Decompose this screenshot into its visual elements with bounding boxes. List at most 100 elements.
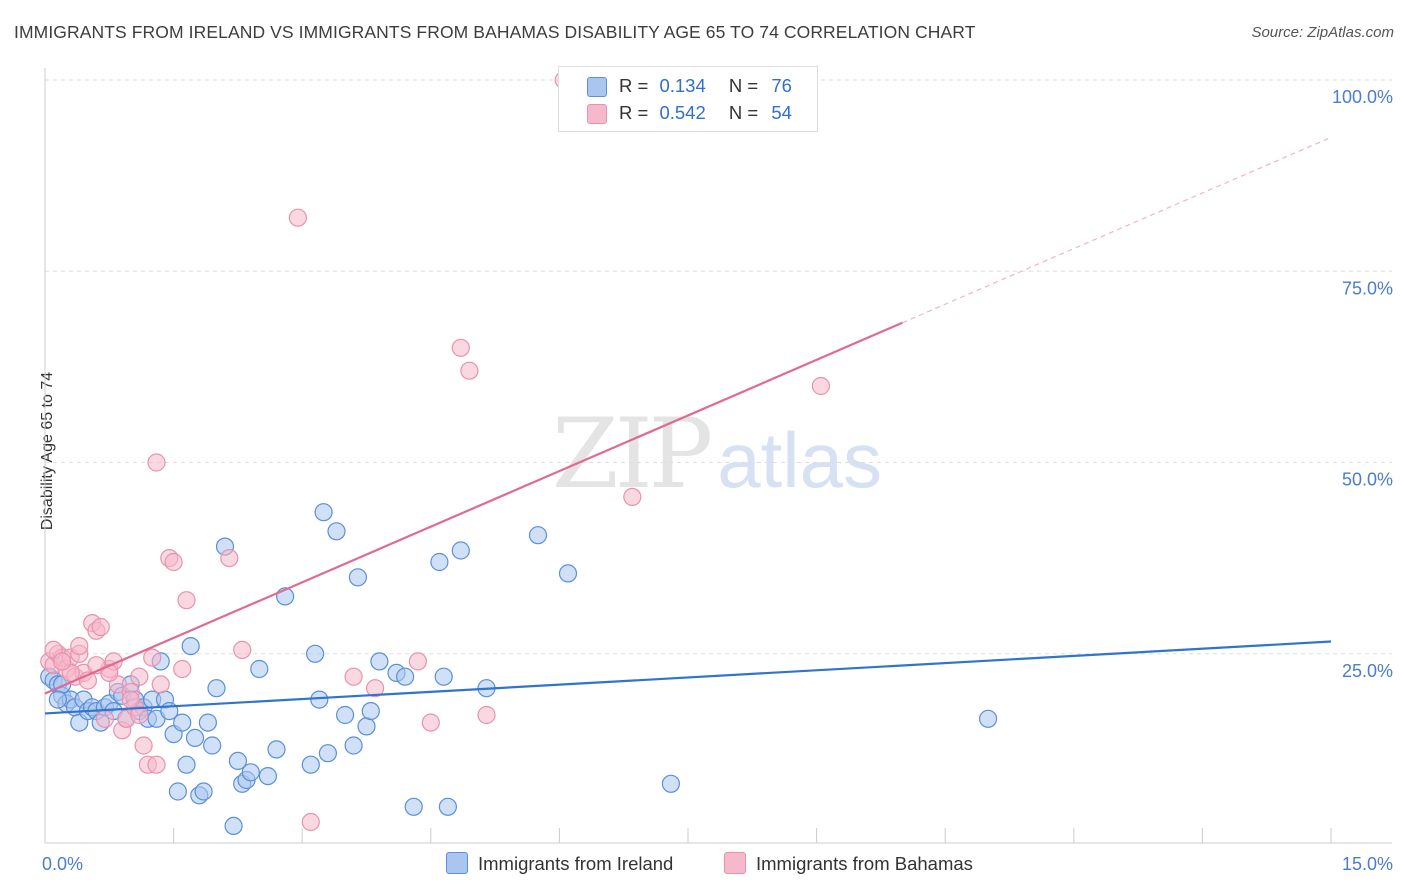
ireland-point [228, 751, 247, 771]
ireland-point [250, 659, 269, 679]
bahamas-point [623, 487, 642, 506]
y-tick-label: 75.0% [1342, 278, 1393, 298]
ireland-point [301, 755, 320, 774]
bahamas-point [220, 548, 239, 568]
bottom-legend-label-ireland: Immigrants from Ireland [478, 853, 674, 874]
y-tick-label: 25.0% [1342, 661, 1393, 681]
bahamas-point [173, 659, 192, 679]
ireland-point [558, 564, 578, 583]
legend-n-label: N = [728, 102, 759, 123]
ireland-point [348, 568, 367, 587]
ireland-point [224, 816, 243, 836]
bahamas-point [134, 736, 153, 755]
bahamas-point [143, 648, 162, 667]
y-tick-label: 100.0% [1332, 87, 1393, 107]
ireland-point [207, 679, 226, 698]
ireland-point [181, 636, 200, 656]
legend-row-bahamas: R = 0.542 N = 54 [587, 102, 792, 126]
ireland-point [314, 503, 333, 522]
bahamas-point [100, 663, 119, 683]
bahamas-point [366, 679, 385, 698]
ireland-point [198, 713, 217, 732]
bahamas-point [451, 338, 470, 357]
ireland-point [370, 652, 389, 671]
ireland-point [361, 701, 380, 721]
bahamas-point [408, 652, 427, 671]
ireland-point [396, 667, 415, 686]
ireland-point [194, 782, 213, 801]
legend-r-label: R = [619, 102, 649, 123]
bahamas-point [421, 713, 440, 732]
ireland-point [430, 552, 449, 572]
legend-r-label: R = [619, 75, 649, 96]
ireland-point [528, 526, 548, 545]
bahamas-point [147, 755, 166, 774]
ireland-point [661, 774, 681, 793]
ireland-point [241, 763, 260, 782]
bahamas-point [164, 552, 183, 572]
ireland-point [177, 755, 196, 774]
legend-swatch-bahamas [587, 104, 607, 124]
ireland-point [310, 690, 329, 709]
legend-n-label: N = [728, 75, 759, 96]
ireland-point [168, 782, 187, 801]
legend-swatch-ireland [587, 77, 607, 97]
bahamas-point [811, 376, 831, 396]
ireland-point [336, 705, 355, 725]
ireland-trend-line [44, 640, 1332, 715]
bottom-legend-swatch-bahamas [724, 852, 746, 874]
bahamas-point [288, 208, 307, 227]
bahamas-point [52, 652, 72, 671]
bahamas-point [91, 617, 110, 637]
ireland-point [48, 690, 68, 709]
axes [44, 68, 1392, 844]
bottom-legend-label-bahamas: Immigrants from Bahamas [756, 853, 973, 874]
x-tick-label: 0.0% [42, 854, 83, 874]
bahamas-point [151, 675, 170, 694]
bahamas-point [147, 453, 166, 472]
bahamas-point [121, 690, 140, 709]
ireland-point [258, 766, 277, 786]
ireland-point [267, 740, 286, 759]
tick-labels: 25.0% 50.0% 75.0% 100.0% 0.0% 15.0% [42, 87, 1393, 874]
bahamas-point [477, 705, 496, 725]
ireland-point [451, 541, 470, 560]
bahamas-point [130, 667, 149, 686]
bahamas-point [344, 667, 363, 686]
bahamas-point [70, 636, 89, 656]
x-tick-label: 15.0% [1342, 854, 1393, 874]
ireland-point [318, 744, 337, 763]
ireland-point [327, 522, 346, 541]
ireland-point [173, 713, 192, 732]
trend-lines [44, 136, 1332, 715]
bahamas-point [460, 361, 479, 380]
bahamas-point [177, 591, 196, 610]
legend-r-value: 0.542 [659, 102, 706, 123]
bottom-legend-bahamas: Immigrants from Bahamas [724, 852, 973, 878]
ireland-point [344, 736, 363, 755]
bahamas-point [301, 812, 320, 832]
ireland-point [438, 797, 457, 816]
gridlines [45, 79, 1392, 655]
ireland-point [185, 728, 205, 748]
ireland-point [203, 736, 222, 755]
bahamas-trend-line [44, 321, 903, 695]
legend-r-value: 0.134 [659, 75, 706, 96]
legend-row-ireland: R = 0.134 N = 76 [587, 75, 792, 99]
watermark-atlas: atlas [717, 416, 882, 504]
bottom-legend-swatch-ireland [446, 852, 468, 874]
ireland-point [434, 667, 453, 686]
correlation-legend: R = 0.134 N = 76 R = 0.542 N = 54 [558, 66, 818, 132]
bahamas-point [130, 705, 149, 725]
bahamas-trend-extension [902, 136, 1332, 324]
bahamas-point [95, 709, 115, 728]
y-tick-label: 50.0% [1342, 470, 1393, 490]
ireland-point [357, 717, 376, 736]
ireland-point [306, 644, 325, 663]
legend-n-value: 54 [771, 102, 792, 123]
ireland-point [978, 709, 998, 728]
ireland-point [404, 797, 423, 816]
bahamas-point [233, 640, 252, 660]
source-credit: Source: ZipAtlas.com [1251, 24, 1394, 41]
